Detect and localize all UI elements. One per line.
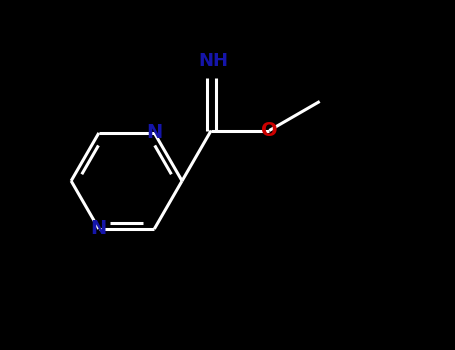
Text: O: O	[261, 121, 278, 140]
Text: NH: NH	[198, 52, 228, 70]
Text: N: N	[146, 124, 162, 142]
Text: N: N	[91, 219, 107, 238]
